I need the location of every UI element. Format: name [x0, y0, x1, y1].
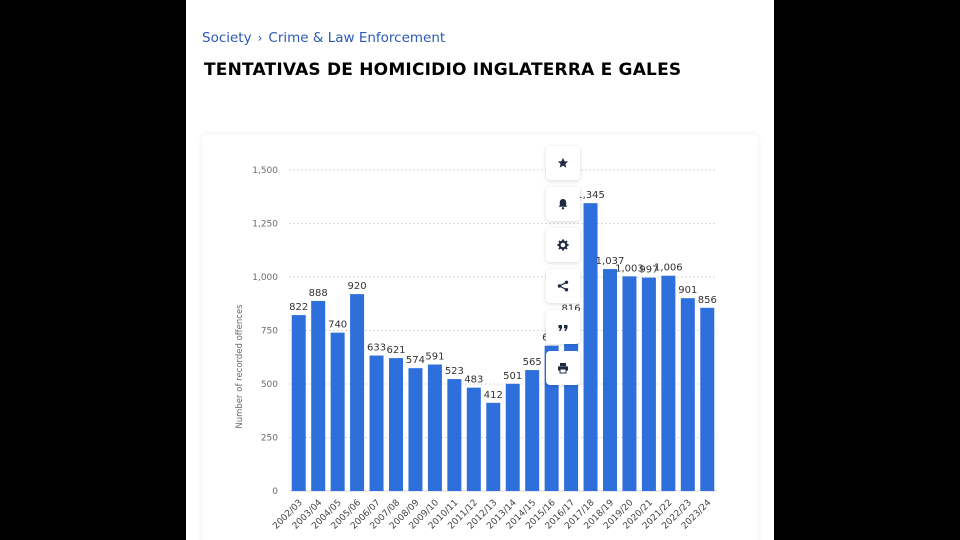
- y-tick-label: 500: [261, 380, 278, 390]
- bar: [583, 203, 598, 492]
- data-label: 740: [328, 320, 347, 331]
- breadcrumb-link-crime[interactable]: Crime & Law Enforcement: [268, 30, 446, 46]
- bar: [622, 276, 637, 491]
- bar: [466, 387, 481, 491]
- bar: [505, 383, 520, 491]
- print-icon: [558, 363, 568, 374]
- data-label: 621: [386, 345, 405, 356]
- data-label: 822: [289, 302, 308, 313]
- data-label: 1,345: [576, 190, 605, 201]
- bar: [486, 402, 501, 491]
- data-label: 1,037: [596, 256, 625, 267]
- gear-icon: [557, 239, 569, 251]
- settings-button[interactable]: [546, 228, 580, 262]
- y-tick-label: 1,500: [252, 166, 278, 176]
- bar: [680, 298, 695, 491]
- share-icon: [557, 280, 569, 292]
- data-label: 856: [698, 295, 717, 306]
- bar: [311, 300, 326, 491]
- data-label: 888: [309, 288, 328, 299]
- bar: [388, 358, 404, 491]
- data-label: 501: [503, 371, 522, 382]
- star-icon: [557, 157, 569, 168]
- bar: [330, 332, 345, 491]
- bell-icon: [558, 199, 568, 210]
- bar: [427, 364, 442, 491]
- bar: [700, 307, 715, 491]
- data-label: 633: [367, 343, 386, 354]
- cite-button[interactable]: [546, 310, 580, 344]
- data-label: 412: [484, 390, 503, 401]
- data-label: 997: [639, 265, 658, 276]
- data-label: 1,006: [654, 263, 683, 274]
- bar: [369, 355, 384, 491]
- chart-toolbar: [546, 146, 580, 385]
- page-title: TENTATIVAS DE HOMICIDIO INGLATERRA E GAL…: [204, 60, 682, 80]
- favorite-button[interactable]: [546, 146, 580, 180]
- bar: [661, 275, 676, 491]
- bar: [291, 315, 306, 491]
- bar: [525, 370, 540, 491]
- y-tick-label: 750: [261, 327, 278, 337]
- data-label: 591: [425, 352, 444, 363]
- y-tick-label: 1,000: [252, 273, 278, 283]
- data-label: 901: [678, 285, 697, 296]
- data-label: 1,003: [615, 263, 644, 274]
- share-button[interactable]: [546, 269, 580, 303]
- quote-icon: [558, 325, 568, 331]
- bar: [641, 277, 656, 491]
- data-label: 483: [464, 375, 483, 386]
- print-button[interactable]: [546, 351, 580, 385]
- data-label: 816: [562, 303, 581, 314]
- y-axis-label: Number of recorded offences: [235, 304, 245, 429]
- data-label: 565: [523, 357, 542, 368]
- bar: [602, 269, 618, 491]
- bar: [408, 368, 423, 491]
- y-tick-label: 1,250: [252, 220, 278, 230]
- data-label: 574: [406, 355, 425, 366]
- data-label: 920: [348, 281, 367, 292]
- chart-card: 0 250 500 750 1,000 1,250 1,500 Number of recor…: [202, 134, 758, 540]
- breadcrumb-separator: ›: [257, 31, 263, 45]
- page: Society › Crime & Law Enforcement TENTAT…: [186, 0, 774, 540]
- bar: [447, 379, 462, 491]
- breadcrumb-link-society[interactable]: Society: [202, 30, 252, 46]
- notification-button[interactable]: [546, 187, 580, 221]
- data-label: 523: [445, 366, 464, 377]
- bar-chart: 0 250 500 750 1,000 1,250 1,500 Number of recor…: [235, 166, 717, 532]
- y-tick-label: 250: [261, 434, 278, 444]
- bar: [350, 294, 365, 491]
- y-tick-label: 0: [272, 487, 278, 497]
- breadcrumb: Society › Crime & Law Enforcement: [202, 30, 445, 46]
